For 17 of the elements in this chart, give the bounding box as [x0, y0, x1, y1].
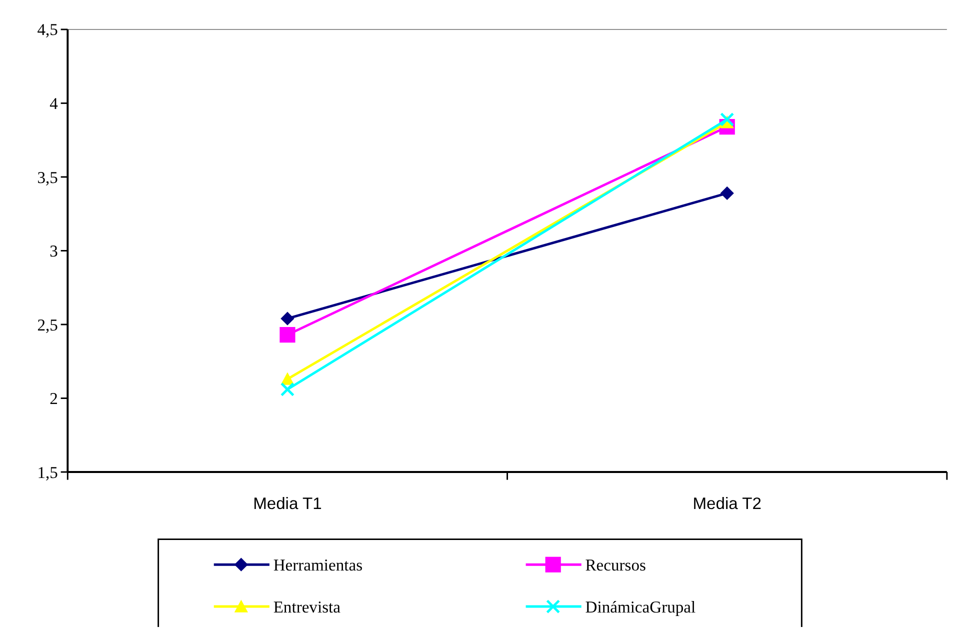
- y-tick-label: 4: [50, 94, 59, 114]
- legend-label: DinámicaGrupal: [585, 597, 696, 616]
- point: [280, 312, 294, 326]
- y-tick-label: 3: [50, 242, 58, 261]
- legend-label: Entrevista: [273, 597, 342, 616]
- point: [720, 186, 734, 200]
- y-tick-label: 2,5: [37, 315, 58, 334]
- x-tick-label: Media T1: [253, 494, 322, 514]
- y-tick-label: 1,5: [37, 462, 58, 482]
- point: [280, 382, 295, 396]
- legend-label: Herramientas: [273, 555, 363, 574]
- x-tick-label: Media T2: [692, 494, 762, 514]
- y-tick-label: 2: [50, 389, 58, 408]
- y-tick-label: 3,5: [37, 168, 58, 187]
- point: [280, 327, 296, 343]
- legend-label: Recursos: [585, 555, 646, 574]
- y-tick-label: 4,5: [37, 20, 58, 40]
